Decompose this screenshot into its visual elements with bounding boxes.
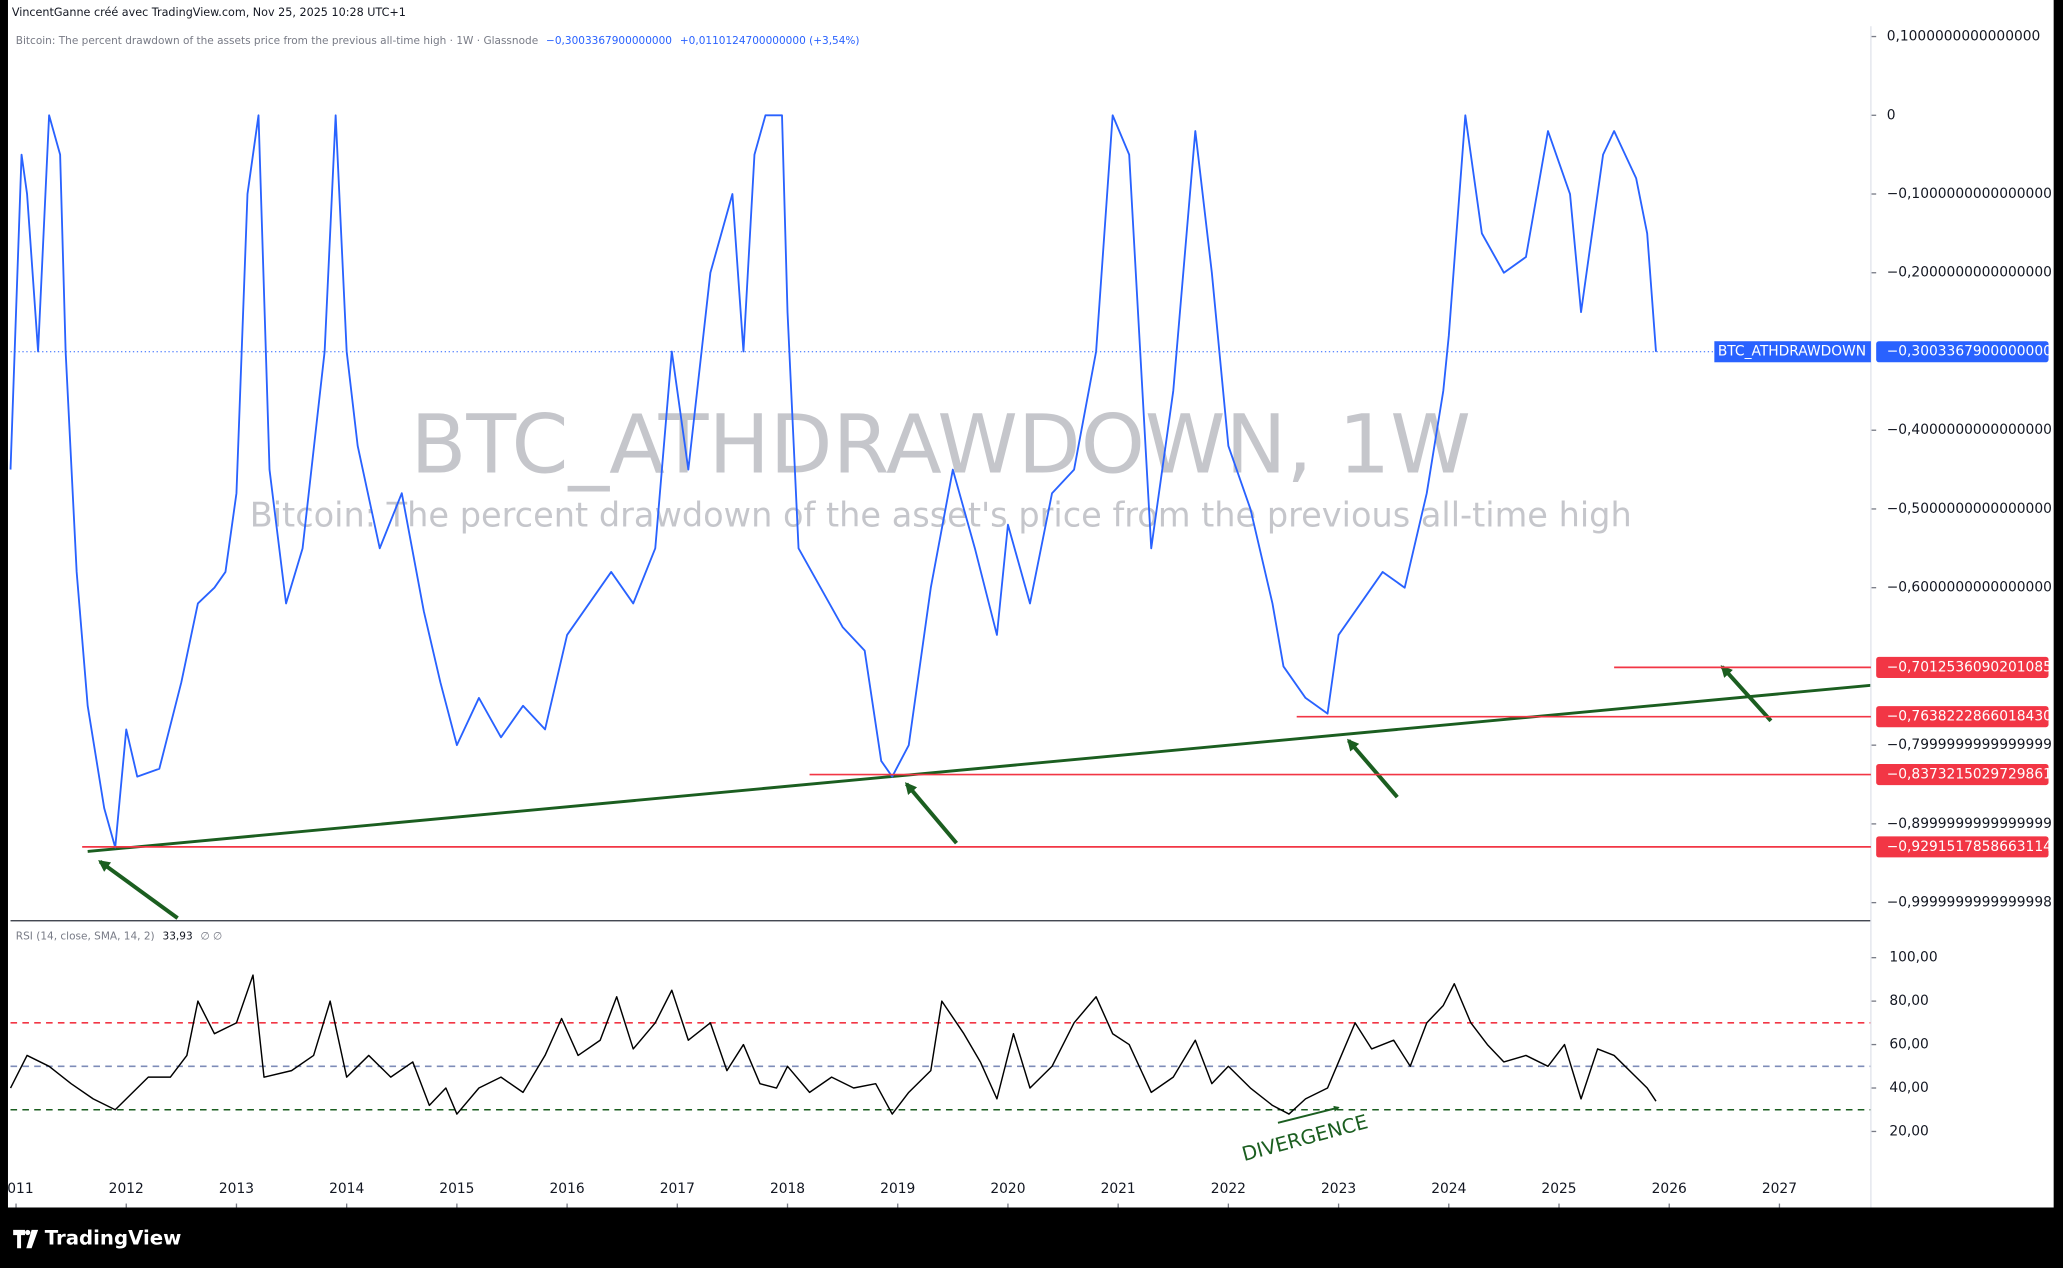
arrows bbox=[98, 665, 1773, 920]
x-tick-label: 2027 bbox=[1762, 1181, 1797, 1197]
x-tick-label: 2023 bbox=[1321, 1181, 1356, 1197]
watermark: BTC_ATHDRAWDOWN, 1W Bitcoin: The percent… bbox=[250, 397, 1632, 534]
watermark-subtitle: Bitcoin: The percent drawdown of the ass… bbox=[250, 495, 1632, 534]
y-tick-label: 40,00 bbox=[1889, 1080, 1929, 1096]
brand-logo bbox=[13, 1229, 39, 1249]
x-tick-label: 2019 bbox=[880, 1181, 915, 1197]
x-tick-label: 2016 bbox=[550, 1181, 585, 1197]
last-value-box bbox=[1876, 341, 2049, 363]
series-name-box bbox=[1714, 341, 1871, 363]
rsi-legend-extra: ∅ ∅ bbox=[201, 931, 223, 943]
price-label-box bbox=[1876, 706, 2049, 728]
credit: VincentGanne créé avec TradingView.com, … bbox=[12, 6, 406, 19]
y-tick-label: −0,5000000000000000 bbox=[1887, 501, 2052, 517]
y-tick-label: −0,4000000000000000 bbox=[1887, 422, 2052, 438]
y-tick-label: −0,9999999999999998 bbox=[1887, 895, 2052, 911]
price-label: −0,7638222866018430 bbox=[1887, 709, 2052, 725]
legend-value: −0,3003367900000000 bbox=[546, 35, 672, 47]
price-label-box bbox=[1876, 764, 2049, 786]
x-tick-label: 2017 bbox=[660, 1181, 695, 1197]
legend-change: +0,0110124700000000 (+3,54%) bbox=[680, 35, 860, 47]
y-tick-label: 60,00 bbox=[1889, 1037, 1929, 1053]
right-border bbox=[2053, 0, 2063, 1268]
rsi-legend-title: RSI (14, close, SMA, 14, 2) bbox=[16, 931, 155, 943]
y-tick-label: 0,1000000000000000 bbox=[1887, 29, 2041, 45]
y-tick-label: −0,6000000000000000 bbox=[1887, 580, 2052, 596]
price-label: −0,7012536090201085 bbox=[1887, 659, 2052, 675]
x-tick-label: 2020 bbox=[990, 1181, 1025, 1197]
arrow bbox=[98, 859, 179, 920]
x-tick-label: 2014 bbox=[329, 1181, 364, 1197]
arrow bbox=[1347, 738, 1399, 799]
x-tick-label: 2026 bbox=[1652, 1181, 1687, 1197]
main-legend: Bitcoin: The percent drawdown of the ass… bbox=[16, 35, 860, 47]
watermark-title: BTC_ATHDRAWDOWN, 1W bbox=[410, 397, 1470, 492]
price-label: −0,8373215029729861 bbox=[1887, 767, 2052, 783]
x-tick-label: 2013 bbox=[219, 1181, 254, 1197]
x-tick-label: 2015 bbox=[439, 1181, 474, 1197]
y-tick-label: 0 bbox=[1887, 107, 1896, 123]
x-tick-label: 2025 bbox=[1541, 1181, 1576, 1197]
plot: 0,1000000000000000 0 −0,1000000000000000 −0… bbox=[0, 29, 2052, 1208]
left-border bbox=[0, 0, 8, 1268]
y-tick-label: 20,00 bbox=[1889, 1123, 1929, 1139]
x-tick-label: 2018 bbox=[770, 1181, 805, 1197]
series-line bbox=[9, 114, 1657, 849]
price-label-box bbox=[1876, 836, 2049, 858]
price-label: −0,9291517858663114 bbox=[1887, 839, 2052, 855]
last-value-label: −0,3003367900000000 bbox=[1887, 344, 2052, 360]
price-label-box bbox=[1876, 656, 2049, 678]
y-tick-label: 100,00 bbox=[1889, 950, 1937, 966]
rsi-legend: RSI (14, close, SMA, 14, 2) 33,93 ∅ ∅ bbox=[16, 931, 222, 943]
x-tick-label: 2024 bbox=[1431, 1181, 1466, 1197]
x-tick-label: 2011 bbox=[0, 1181, 34, 1197]
arrow bbox=[904, 782, 959, 845]
y-tick-label: −0,7999999999999999 bbox=[1887, 737, 2052, 753]
trendline bbox=[87, 683, 1872, 853]
x-tick-label: 2021 bbox=[1101, 1181, 1136, 1197]
x-tick-label: 2022 bbox=[1211, 1181, 1246, 1197]
legend-title: Bitcoin: The percent drawdown of the ass… bbox=[16, 35, 538, 47]
brand: TradingView bbox=[13, 1227, 181, 1250]
arrow bbox=[1720, 665, 1773, 723]
series-line bbox=[9, 974, 1657, 1115]
divergence-line bbox=[1277, 1105, 1340, 1124]
y-tick-label: −0,2000000000000000 bbox=[1887, 265, 2052, 281]
series-name-label: BTC_ATHDRAWDOWN bbox=[1718, 344, 1866, 360]
brand-name: TradingView bbox=[45, 1227, 182, 1250]
y-tick-label: −0,8999999999999999 bbox=[1887, 816, 2052, 832]
rsi-legend-value: 33,93 bbox=[163, 931, 193, 943]
x-tick-label: 2012 bbox=[109, 1181, 144, 1197]
y-tick-label: 80,00 bbox=[1889, 993, 1929, 1009]
y-tick-label: −0,1000000000000000 bbox=[1887, 186, 2052, 202]
